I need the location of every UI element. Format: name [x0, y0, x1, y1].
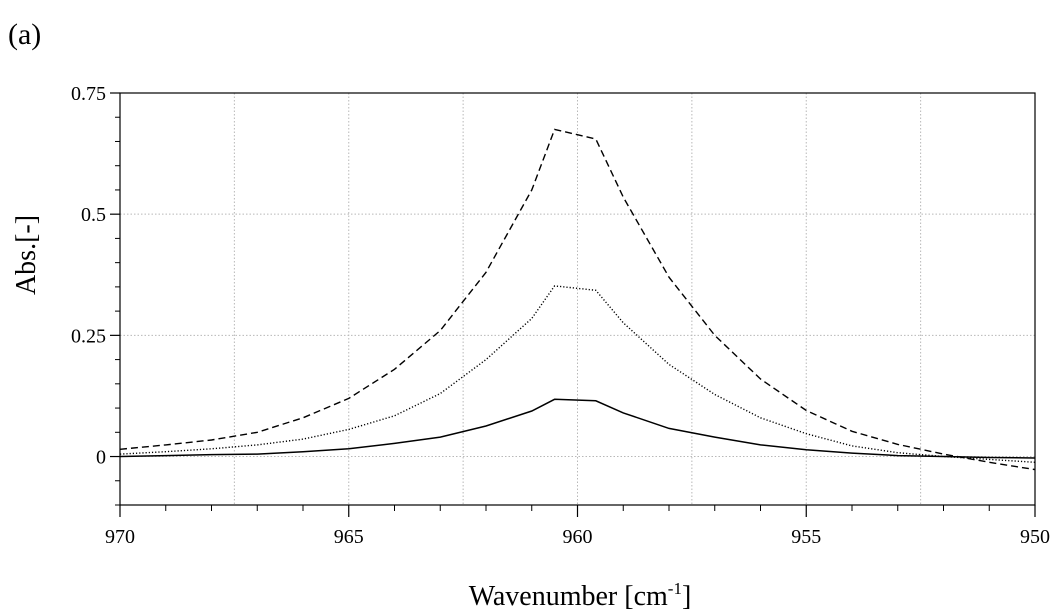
y-tick-label: 0.75	[71, 83, 106, 105]
x-tick-label: 965	[334, 526, 364, 548]
series-line-solid	[119, 398, 1036, 459]
x-tick-label: 960	[563, 526, 593, 548]
series-line-dashed	[119, 128, 1036, 471]
x-tick-label: 955	[791, 526, 821, 548]
tick-labels: 0 0.25 0.5 0.75 970 965 960 955 950	[71, 83, 1050, 548]
y-tick-label: 0.5	[81, 204, 106, 226]
series-line-dotted	[119, 285, 1036, 463]
axes	[110, 92, 1036, 517]
y-tick-label: 0.25	[71, 325, 106, 347]
y-axis-title: Abs.[-]	[11, 215, 42, 295]
y-tick-label: 0	[96, 447, 106, 469]
panel-label: (a)	[8, 18, 42, 51]
x-axis-title: Wavenumber [cm-1]	[469, 579, 692, 612]
x-tick-label: 950	[1020, 526, 1050, 548]
grid-lines	[120, 93, 1035, 505]
series-lines	[119, 128, 1036, 471]
x-tick-label: 970	[105, 526, 135, 548]
